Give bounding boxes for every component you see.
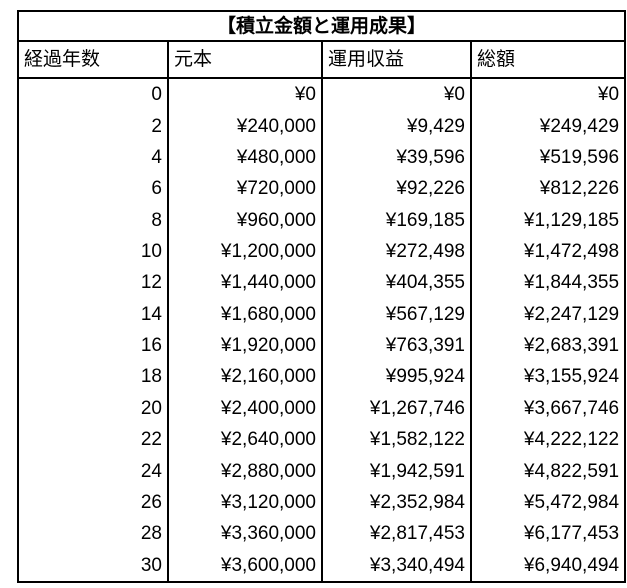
cell: ¥1,267,746 xyxy=(321,392,472,424)
cell: ¥249,429 xyxy=(469,110,627,142)
cell: 8 xyxy=(17,204,169,236)
cell: ¥92,226 xyxy=(321,173,472,205)
table-row: 8 ¥960,000 ¥169,185 ¥1,129,185 xyxy=(17,204,627,236)
cell: 14 xyxy=(17,298,169,330)
table-row: 22 ¥2,640,000 ¥1,582,122 ¥4,222,122 xyxy=(17,423,627,456)
cell: ¥812,226 xyxy=(469,173,627,205)
table-row: 6 ¥720,000 ¥92,226 ¥812,226 xyxy=(17,173,627,205)
cell: 4 xyxy=(17,141,169,174)
table-row: 28 ¥3,360,000 ¥2,817,453 ¥6,177,453 xyxy=(17,518,627,550)
cell: ¥0 xyxy=(321,78,472,111)
table-row: 10 ¥1,200,000 ¥272,498 ¥1,472,498 xyxy=(17,235,627,268)
cell: ¥3,340,494 xyxy=(321,549,472,582)
cell: ¥3,600,000 xyxy=(167,549,323,582)
table-row: 2 ¥240,000 ¥9,429 ¥249,429 xyxy=(17,110,627,142)
table-row: 20 ¥2,400,000 ¥1,267,746 ¥3,667,746 xyxy=(17,392,627,424)
cell: ¥2,880,000 xyxy=(167,455,323,487)
column-header-2: 運用収益 xyxy=(321,40,472,79)
column-header-3: 総額 xyxy=(469,40,627,79)
cell: 22 xyxy=(17,423,169,456)
cell: ¥1,440,000 xyxy=(167,267,323,299)
table-row: 0 ¥0 ¥0 ¥0 xyxy=(17,78,627,111)
cell: ¥2,160,000 xyxy=(167,361,323,393)
table-row: 12 ¥1,440,000 ¥404,355 ¥1,844,355 xyxy=(17,267,627,299)
table-row: 16 ¥1,920,000 ¥763,391 ¥2,683,391 xyxy=(17,329,627,362)
cell: ¥1,472,498 xyxy=(469,235,627,268)
cell: ¥3,120,000 xyxy=(167,486,323,519)
cell: ¥2,817,453 xyxy=(321,518,472,550)
cell: 30 xyxy=(17,549,169,582)
table-title: 【積立金額と運用成果】 xyxy=(16,10,627,42)
cell: ¥1,844,355 xyxy=(469,267,627,299)
cell: 0 xyxy=(17,78,169,111)
cell: 10 xyxy=(17,235,169,268)
cell: ¥272,498 xyxy=(321,235,472,268)
cell: 26 xyxy=(17,486,169,519)
header-row: 経過年数 元本 運用収益 総額 xyxy=(17,40,627,79)
cell: ¥0 xyxy=(469,78,627,111)
cell: 18 xyxy=(17,361,169,393)
cell: 2 xyxy=(17,110,169,142)
table-row: 30 ¥3,600,000 ¥3,340,494 ¥6,940,494 xyxy=(17,549,627,582)
cell: ¥3,360,000 xyxy=(167,518,323,550)
cell: 6 xyxy=(17,173,169,205)
cell: ¥519,596 xyxy=(469,141,627,174)
cell: ¥0 xyxy=(167,78,323,111)
table-row: 18 ¥2,160,000 ¥995,924 ¥3,155,924 xyxy=(17,361,627,393)
cell: ¥960,000 xyxy=(167,204,323,236)
cell: ¥6,177,453 xyxy=(469,518,627,550)
cell: ¥169,185 xyxy=(321,204,472,236)
cell: 28 xyxy=(17,518,169,550)
column-header-1: 元本 xyxy=(167,40,323,79)
cell: ¥404,355 xyxy=(321,267,472,299)
cell: 16 xyxy=(17,329,169,362)
table-row: 4 ¥480,000 ¥39,596 ¥519,596 xyxy=(17,141,627,174)
cell: ¥720,000 xyxy=(167,173,323,205)
cell: 24 xyxy=(17,455,169,487)
cell: ¥5,472,984 xyxy=(469,486,627,519)
cell: ¥1,942,591 xyxy=(321,455,472,487)
cell: ¥1,200,000 xyxy=(167,235,323,268)
cell: ¥2,247,129 xyxy=(469,298,627,330)
cell: ¥4,222,122 xyxy=(469,423,627,456)
cell: ¥2,400,000 xyxy=(167,392,323,424)
cell: ¥1,680,000 xyxy=(167,298,323,330)
cell: ¥995,924 xyxy=(321,361,472,393)
cell: ¥2,683,391 xyxy=(469,329,627,362)
cell: 20 xyxy=(17,392,169,424)
table-row: 14 ¥1,680,000 ¥567,129 ¥2,247,129 xyxy=(17,298,627,330)
cell: ¥1,129,185 xyxy=(469,204,627,236)
savings-results-table: 【積立金額と運用成果】 経過年数 元本 運用収益 総額 0 ¥0 ¥0 ¥0 2 ¥240,00… xyxy=(16,10,627,583)
cell: ¥1,920,000 xyxy=(167,329,323,362)
title-row: 【積立金額と運用成果】 xyxy=(16,10,627,42)
table-row: 26 ¥3,120,000 ¥2,352,984 ¥5,472,984 xyxy=(17,486,627,519)
cell: ¥1,582,122 xyxy=(321,423,472,456)
cell: ¥3,667,746 xyxy=(469,392,627,424)
cell: 12 xyxy=(17,267,169,299)
cell: ¥2,352,984 xyxy=(321,486,472,519)
cell: ¥480,000 xyxy=(167,141,323,174)
cell: ¥4,822,591 xyxy=(469,455,627,487)
cell: ¥39,596 xyxy=(321,141,472,174)
cell: ¥9,429 xyxy=(321,110,472,142)
savings-results-table-container: 【積立金額と運用成果】 経過年数 元本 運用収益 総額 0 ¥0 ¥0 ¥0 2 ¥240,00… xyxy=(16,10,627,583)
cell: ¥763,391 xyxy=(321,329,472,362)
cell: ¥240,000 xyxy=(167,110,323,142)
column-header-0: 経過年数 xyxy=(17,40,169,79)
cell: ¥2,640,000 xyxy=(167,423,323,456)
cell: ¥3,155,924 xyxy=(469,361,627,393)
table-row: 24 ¥2,880,000 ¥1,942,591 ¥4,822,591 xyxy=(17,455,627,487)
cell: ¥567,129 xyxy=(321,298,472,330)
cell: ¥6,940,494 xyxy=(469,549,627,582)
